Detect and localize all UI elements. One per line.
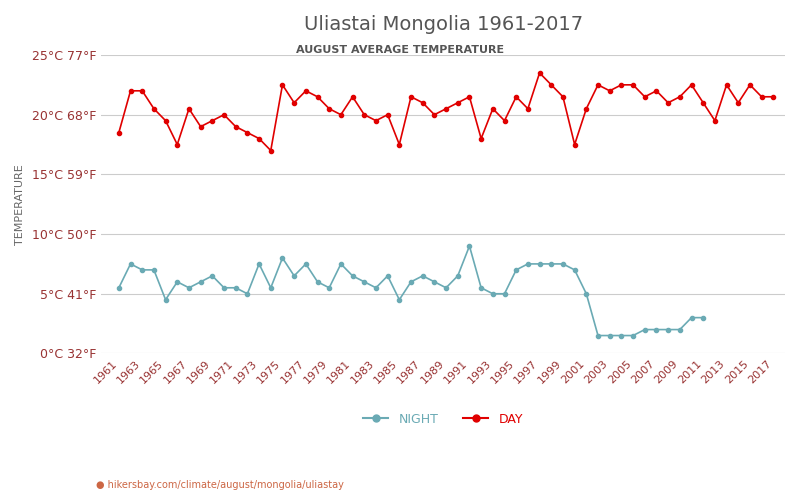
Legend: NIGHT, DAY: NIGHT, DAY	[358, 408, 528, 431]
Text: AUGUST AVERAGE TEMPERATURE: AUGUST AVERAGE TEMPERATURE	[296, 45, 504, 55]
Title: Uliastai Mongolia 1961-2017: Uliastai Mongolia 1961-2017	[303, 15, 582, 34]
Y-axis label: TEMPERATURE: TEMPERATURE	[15, 164, 25, 244]
Text: ● hikersbay.com/climate/august/mongolia/uliastay: ● hikersbay.com/climate/august/mongolia/…	[96, 480, 344, 490]
